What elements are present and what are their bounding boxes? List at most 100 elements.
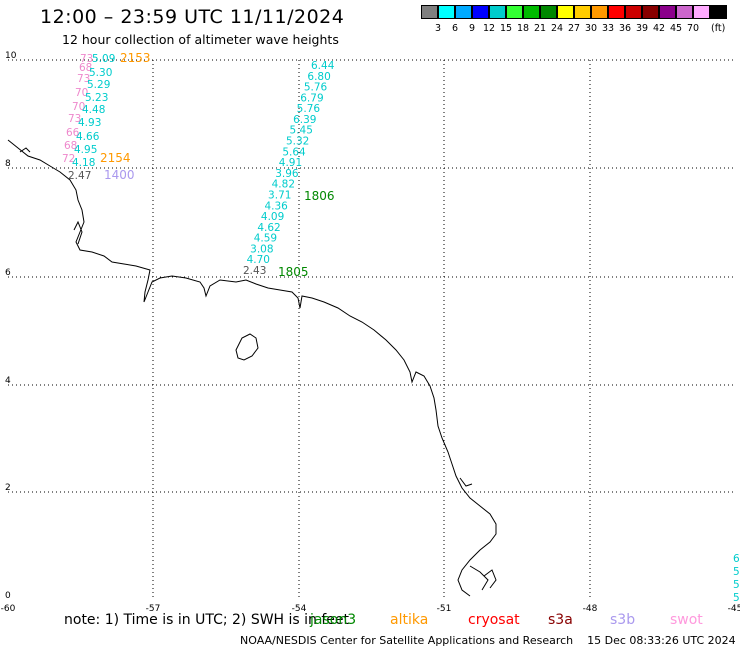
legend-swatch (676, 5, 693, 19)
wave-height-label: 5.29 (87, 79, 110, 91)
pass-time-label: 2154 (100, 151, 131, 165)
wave-height-label: 4.93 (78, 117, 101, 129)
wave-height-label: 4.48 (82, 104, 105, 116)
y-tick-label: 8 (5, 159, 11, 169)
wave-height-label: 4.36 (264, 200, 288, 212)
satellite-key-cryosat: cryosat (468, 612, 520, 628)
legend-swatch (438, 5, 455, 19)
satellite-key-s3a: s3a (548, 612, 573, 628)
legend-label: 36 (618, 23, 632, 34)
footer-timestamp: 15 Dec 08:33:26 UTC 2024 (587, 634, 736, 647)
wave-height-label: 4.66 (76, 131, 100, 143)
jason3-track: 6.446.805.766.795.766.395.455.325.644.91… (243, 60, 335, 279)
pass-time-label: 2153 (120, 51, 151, 65)
legend-swatch (642, 5, 659, 19)
wave-height-label: 3.08 (250, 243, 273, 255)
satellite-key-s3b: s3b (610, 612, 636, 628)
wave-height-label: 66 (66, 127, 80, 139)
wave-height-label: 4.82 (272, 179, 295, 191)
legend-swatch (421, 5, 438, 19)
legend-label: 18 (516, 23, 530, 34)
legend-label: 33 (601, 23, 615, 34)
x-axis-ticks: -60 -57 -54 -51 -48 -45 (1, 604, 740, 614)
wave-height-label: 3.71 (268, 189, 291, 201)
map-title: 12:00 – 23:59 UTC 11/11/2024 (40, 6, 345, 28)
wave-height-label: 73 (80, 53, 93, 65)
wave-height-label: 4.18 (72, 157, 95, 169)
wave-height-label: 4.59 (254, 233, 277, 245)
wave-height-label: 68 (79, 62, 92, 74)
wave-height-label: 72 (62, 153, 75, 165)
legend-unit-label: (ft) (711, 23, 726, 34)
wave-height-label: 5 (733, 579, 740, 591)
legend-swatch (523, 5, 540, 19)
wave-height-label: 5.23 (85, 92, 108, 104)
wave-height-label: 5.09 (92, 53, 115, 65)
x-tick-label: -45 (728, 604, 740, 614)
footer-credit: NOAA/NESDIS Center for Satellite Applica… (240, 634, 736, 647)
wave-height-label: 4.62 (257, 222, 280, 234)
wave-height-label: 3.96 (275, 168, 299, 180)
legend-swatch (574, 5, 591, 19)
legend-label: 3 (434, 23, 442, 34)
note-text: note: 1) Time is in UTC; 2) SWH is in fe… (64, 612, 350, 628)
map-subtitle: 12 hour collection of altimeter wave hei… (62, 32, 339, 47)
legend-swatch (608, 5, 625, 19)
wave-height-label: 5.45 (290, 125, 313, 137)
wave-height-label: 4.09 (261, 211, 284, 223)
y-tick-label: 2 (5, 483, 11, 493)
y-tick-label: 0 (5, 591, 11, 601)
legend-swatch (506, 5, 523, 19)
legend-swatch (489, 5, 506, 19)
legend-label: 45 (669, 23, 683, 34)
wave-height-label: 5.76 (297, 103, 321, 115)
legend-swatch (557, 5, 574, 19)
wave-height-label: 73 (77, 73, 90, 85)
wave-height-label: 68 (64, 140, 77, 152)
x-tick-label: -48 (583, 604, 598, 614)
x-tick-label: -60 (1, 604, 16, 614)
wave-height-label: 5. (733, 592, 740, 604)
map-grid (8, 59, 735, 600)
wave-height-label: 5.30 (89, 67, 112, 79)
pass-time-label: 1806 (304, 189, 335, 203)
wave-height-label: 6.44 (311, 60, 335, 72)
legend-swatch (659, 5, 676, 19)
wave-height-label: 5.76 (304, 82, 328, 94)
legend-label: 30 (584, 23, 598, 34)
legend-label: 15 (499, 23, 513, 34)
legend-label: 24 (550, 23, 564, 34)
footer-credit-text: NOAA/NESDIS Center for Satellite Applica… (240, 634, 574, 647)
wave-height-label: 5.32 (286, 136, 309, 148)
pass-time-label: 1400 (104, 168, 135, 182)
legend-swatch (625, 5, 642, 19)
x-tick-label: -57 (146, 604, 161, 614)
wave-height-label: 6.80 (307, 71, 330, 83)
satellite-key-altika: altika (390, 612, 429, 628)
legend-label: 12 (482, 23, 496, 34)
legend-label: 21 (533, 23, 547, 34)
wave-height-label: 6.39 (293, 114, 316, 126)
legend-swatch (591, 5, 608, 19)
y-tick-label: 6 (5, 268, 11, 278)
coastline-detail (19, 147, 497, 591)
y-axis-ticks: 10 8 6 4 2 0 (5, 51, 17, 601)
legend-label: 9 (468, 23, 476, 34)
legend-swatch (693, 5, 710, 19)
wave-height-label: 4.91 (279, 157, 302, 169)
satellite-key-swot: swot (670, 612, 703, 628)
legend-label: 39 (635, 23, 649, 34)
x-tick-label: -51 (437, 604, 452, 614)
wave-height-label: 73 (68, 113, 81, 125)
x-tick-label: -54 (292, 604, 307, 614)
wave-height-label: 2.47 (68, 170, 91, 182)
legend-swatch (455, 5, 472, 19)
legend-swatch (710, 5, 727, 19)
satellite-key-jason3: jason3 (310, 612, 357, 628)
pass-time-label: 1805 (278, 265, 309, 279)
legend-label: 70 (686, 23, 700, 34)
wave-height-label: 5 (733, 566, 740, 578)
wave-height-label: 4.70 (247, 254, 270, 266)
